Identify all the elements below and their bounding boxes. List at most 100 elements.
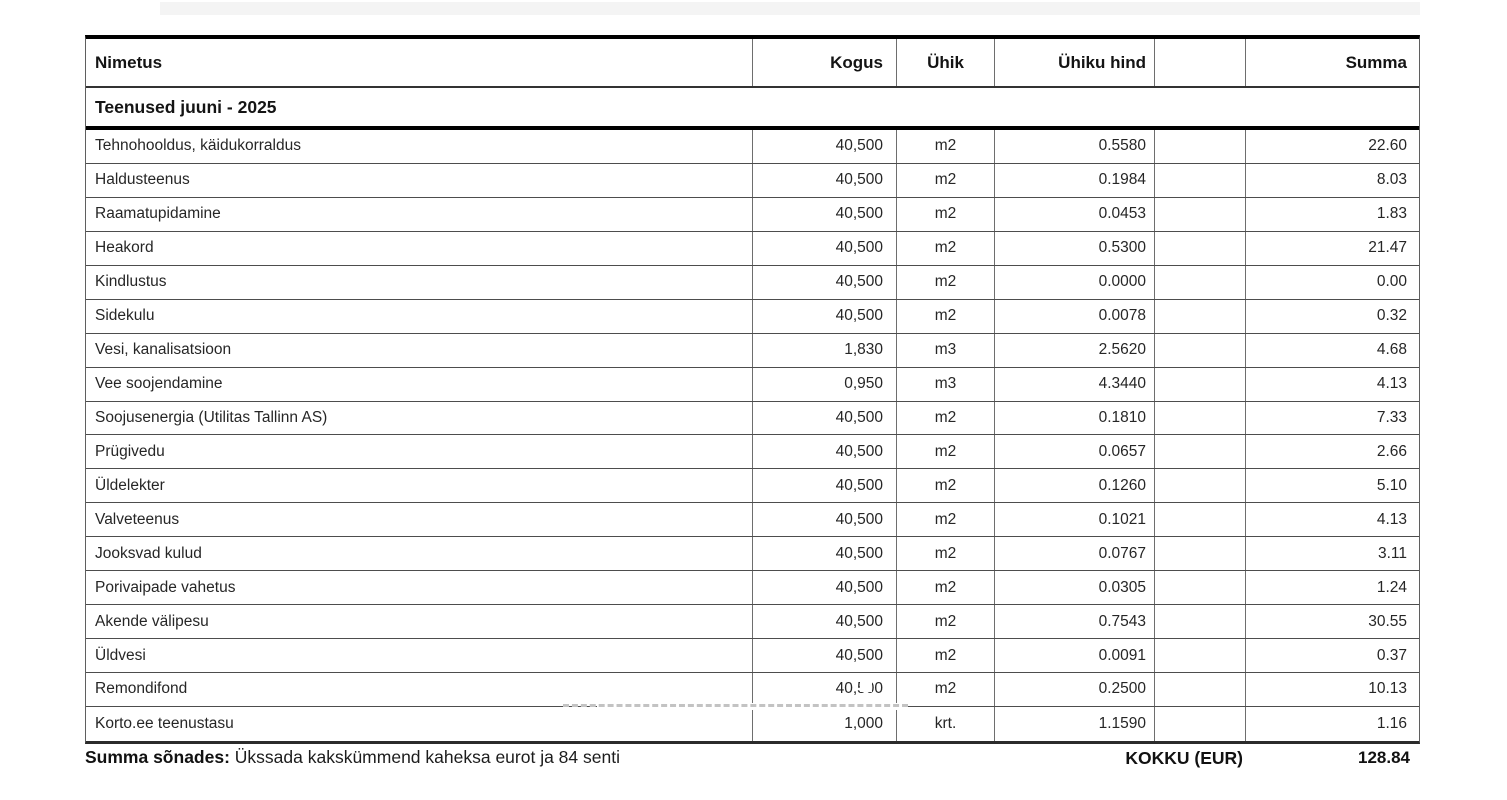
table-row: Remondifond 40,500 m2 0.2500 10.13 [86,673,1419,707]
row-blank [1154,299,1245,333]
row-unit-price: 0.0078 [994,299,1154,333]
table-row: Valveteenus 40,500 m2 0.1021 4.13 [86,503,1419,538]
row-unit: m2 [896,469,994,503]
row-unit: m2 [896,639,994,672]
row-unit-price: 2.5620 [994,333,1154,367]
row-service-name: Porivaipade vahetus [95,578,236,596]
row-service-name: Jooksvad kulud [95,544,202,562]
row-unit: m2 [896,130,994,163]
table-header-row: Nimetus Kogus Ühik Ühiku hind Summa [86,39,1419,88]
row-quantity: 40,500 [752,163,896,197]
row-unit-price: 0.0091 [994,639,1154,672]
row-service-name: Raamatupidamine [95,205,221,223]
row-quantity: 1,830 [752,333,896,367]
row-quantity: 40,500 [752,469,896,503]
row-quantity: 40,500 [752,130,896,163]
row-sum: 4.13 [1245,367,1418,401]
row-unit: m2 [896,673,994,706]
row-unit-price: 0.1260 [994,469,1154,503]
row-service-name: Korto.ee teenustasu [95,714,234,732]
row-quantity: 40,500 [752,605,896,639]
table-row: Kindlustus 40,500 m2 0.0000 0.00 [86,265,1419,300]
table-row: Tehnohooldus, käidukorraldus 40,500 m2 0… [86,130,1419,164]
row-service-name: Üldelekter [95,476,165,494]
row-sum: 2.66 [1245,435,1418,469]
row-service-name: Heakord [95,239,154,257]
row-blank [1154,163,1245,197]
row-blank [1154,503,1245,537]
row-sum: 3.11 [1245,537,1418,571]
section-title-row: Teenused juuni - 2025 [86,88,1419,130]
column-header-summa: Summa [1245,39,1418,86]
row-unit-price: 0.0767 [994,537,1154,571]
column-header-uhik: Ühik [896,39,994,86]
row-service-name: Akende välipesu [95,612,209,630]
row-unit-price: 0.1021 [994,503,1154,537]
row-blank [1154,265,1245,299]
row-service-name: Üldvesi [95,646,146,664]
row-sum: 21.47 [1245,231,1418,265]
row-unit: m2 [896,571,994,605]
row-service-name: Soojusenergia (Utilitas Tallinn AS) [95,408,328,426]
row-blank [1154,130,1245,163]
table-row: Soojusenergia (Utilitas Tallinn AS) 40,5… [86,401,1419,436]
row-quantity: 40,500 [752,401,896,435]
row-unit-price: 0.0000 [994,265,1154,299]
row-sum: 1.24 [1245,571,1418,605]
amount-in-words: Summa sõnades: Ükssada kakskümmend kahek… [85,747,620,768]
row-unit: m3 [896,333,994,367]
row-sum: 22.60 [1245,130,1418,163]
amount-in-words-label: Summa sõnades: [85,747,230,767]
total-value: 128.84 [1358,748,1410,767]
row-blank [1154,367,1245,401]
table-row: Heakord 40,500 m2 0.5300 21.47 [86,231,1419,266]
row-blank [1154,469,1245,503]
row-unit-price: 0.2500 [994,673,1154,706]
row-unit-price: 1.1590 [994,706,1154,741]
column-header-blank [1154,39,1245,86]
row-blank [1154,401,1245,435]
row-unit-price: 0.0305 [994,571,1154,605]
row-sum: 4.68 [1245,333,1418,367]
row-sum: 4.13 [1245,503,1418,537]
table-row: Vee soojendamine 0,950 m3 4.3440 4.13 [86,367,1419,402]
row-sum: 8.03 [1245,163,1418,197]
row-sum: 0.00 [1245,265,1418,299]
row-quantity: 40,500 [752,299,896,333]
table-row: Sidekulu 40,500 m2 0.0078 0.32 [86,299,1419,334]
row-quantity: 40,500 [752,265,896,299]
table-row: Prügivedu 40,500 m2 0.0657 2.66 [86,435,1419,470]
section-title: Teenused juuni - 2025 [95,96,277,117]
scan-artifact-patch [860,681,872,692]
row-unit: m2 [896,231,994,265]
column-header-uhiku-hind: Ühiku hind [994,39,1154,86]
table-row: Üldelekter 40,500 m2 0.1260 5.10 [86,469,1419,504]
row-unit: m2 [896,163,994,197]
table-row: Raamatupidamine 40,500 m2 0.0453 1.83 [86,197,1419,232]
row-unit: m2 [896,265,994,299]
row-unit-price: 0.0453 [994,197,1154,231]
row-unit: m2 [896,537,994,571]
row-sum: 5.10 [1245,469,1418,503]
row-blank [1154,706,1245,741]
scan-noise-strip [160,2,1420,15]
row-service-name: Tehnohooldus, käidukorraldus [95,137,301,155]
table-row: Vesi, kanalisatsioon 1,830 m3 2.5620 4.6… [86,333,1419,368]
table-row: Porivaipade vahetus 40,500 m2 0.0305 1.2… [86,571,1419,606]
row-unit: m2 [896,503,994,537]
table-row: Jooksvad kulud 40,500 m2 0.0767 3.11 [86,537,1419,572]
row-quantity: 40,500 [752,639,896,672]
row-quantity: 40,500 [752,435,896,469]
row-blank [1154,673,1245,706]
row-sum: 0.37 [1245,639,1418,672]
total-label: KOKKU (EUR) [1125,748,1243,768]
row-quantity: 0,950 [752,367,896,401]
row-quantity: 40,500 [752,197,896,231]
row-unit-price: 0.1810 [994,401,1154,435]
row-service-name: Kindlustus [95,273,167,291]
row-unit: m2 [896,401,994,435]
row-sum: 30.55 [1245,605,1418,639]
row-unit-price: 0.1984 [994,163,1154,197]
row-blank [1154,333,1245,367]
